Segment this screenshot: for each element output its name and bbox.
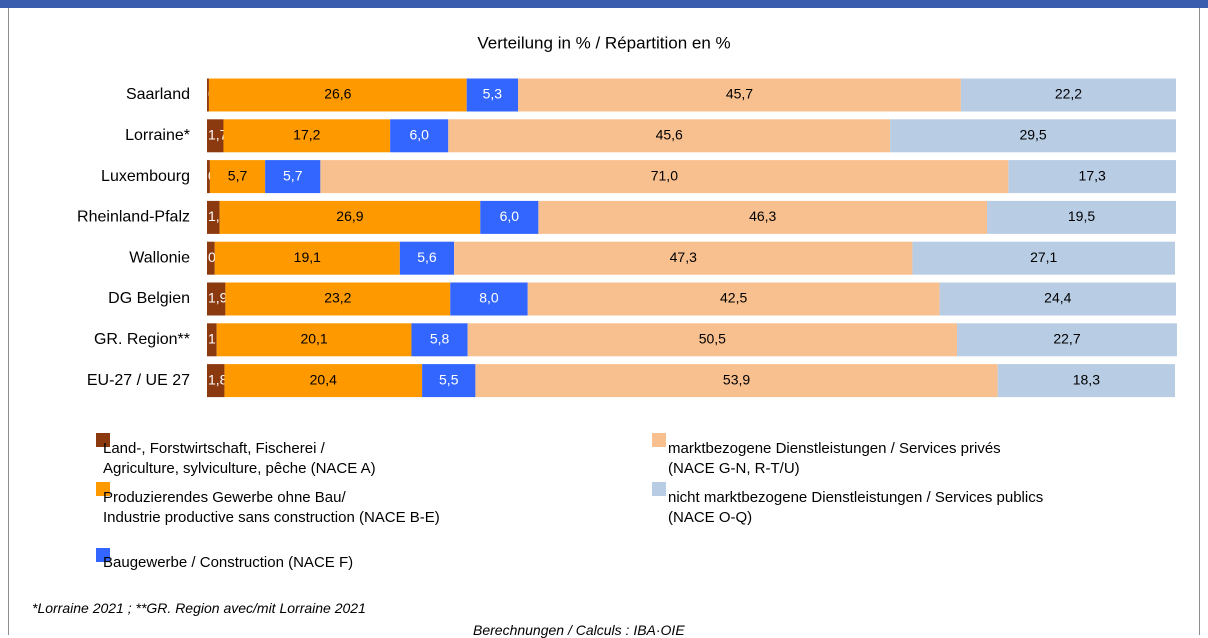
y-tick-label: DG Belgien <box>108 290 190 307</box>
bar-segment <box>224 364 423 398</box>
bar-segment <box>411 323 468 357</box>
bar-segment <box>225 282 451 316</box>
value-label: 47,3 <box>670 249 697 265</box>
legend-label: marktbezogene Dienstleistungen / Service… <box>668 440 1001 477</box>
y-tick-label: EU-27 / UE 27 <box>87 372 190 389</box>
value-label: 46,3 <box>749 208 776 224</box>
bar-segment <box>912 241 1176 275</box>
bar-segment <box>939 282 1176 316</box>
bar-segment <box>527 282 940 316</box>
legend-swatch <box>652 433 666 447</box>
bar-segment <box>1008 160 1176 194</box>
bar-segment <box>390 119 449 153</box>
bar-segment <box>320 160 1009 194</box>
bar-segment <box>890 119 1176 153</box>
bar-segment <box>450 282 528 316</box>
bar-segment <box>207 78 209 112</box>
legend-swatch <box>96 548 110 562</box>
bar-segment <box>216 323 412 357</box>
value-label: 27,1 <box>1030 249 1057 265</box>
bar-segment <box>209 160 266 194</box>
value-label: 53,9 <box>723 371 750 387</box>
y-tick-label: Saarland <box>126 86 190 103</box>
footnote: *Lorraine 2021 ; **GR. Region avec/mit L… <box>32 600 366 616</box>
bar-segment <box>207 200 220 234</box>
bar-segment <box>475 364 998 398</box>
bar-segment <box>207 323 217 357</box>
bar-segment <box>208 78 467 112</box>
value-label: 8,0 <box>479 290 499 306</box>
value-label: 1,8 <box>208 371 228 387</box>
source: Berechnungen / Calculs : IBA·OIE <box>473 622 685 638</box>
value-label: 5,3 <box>483 86 503 102</box>
bar-segment <box>207 160 210 194</box>
legend-label: nicht marktbezogene Dienstleistungen / S… <box>668 489 1044 526</box>
value-label: 6,0 <box>409 127 429 143</box>
bar-segment <box>219 200 481 234</box>
bar-segment <box>467 323 958 357</box>
value-label: 22,2 <box>1055 86 1082 102</box>
bar-segment <box>207 364 225 398</box>
y-tick-label: Lorraine* <box>125 127 190 144</box>
value-label: 45,7 <box>726 86 753 102</box>
legend-swatch <box>652 482 666 496</box>
bar-segment <box>207 282 226 316</box>
value-label: 1,7 <box>208 127 228 143</box>
bar-segment <box>480 200 539 234</box>
legend-label: Land-, Forstwirtschaft, Fischerei / Agri… <box>103 440 376 477</box>
bar-segment <box>448 119 891 153</box>
value-label: 45,6 <box>656 127 683 143</box>
y-tick-label: Rheinland-Pfalz <box>77 209 190 226</box>
legend-swatch <box>96 433 110 447</box>
value-label: 5,5 <box>439 371 459 387</box>
bar-segment <box>214 241 400 275</box>
value-label: 19,5 <box>1068 208 1095 224</box>
bar-segment <box>399 241 455 275</box>
value-label: 23,2 <box>324 290 351 306</box>
value-label: 18,3 <box>1073 371 1100 387</box>
value-label: 17,2 <box>293 127 320 143</box>
bar-segment <box>538 200 988 234</box>
bar-segment <box>960 78 1176 112</box>
bar-segment <box>997 364 1176 398</box>
value-label: 5,8 <box>430 331 450 347</box>
y-tick-label: Wallonie <box>129 249 190 266</box>
value-label: 6,0 <box>500 208 520 224</box>
bar-segment <box>957 323 1177 357</box>
value-label: 22,7 <box>1053 331 1080 347</box>
value-label: 50,5 <box>699 331 726 347</box>
value-label: 42,5 <box>720 290 747 306</box>
bar-segment <box>265 160 321 194</box>
legend-swatch <box>96 482 110 496</box>
value-label: 29,5 <box>1019 127 1046 143</box>
legend-label: Produzierendes Gewerbe ohne Bau/ Industr… <box>103 489 440 526</box>
value-label: 26,9 <box>336 208 363 224</box>
legend-label: Baugewerbe / Construction (NACE F) <box>103 554 354 571</box>
bar-segment <box>454 241 913 275</box>
value-label: 17,3 <box>1079 167 1106 183</box>
value-label: 5,7 <box>283 167 303 183</box>
value-label: 20,4 <box>310 371 337 387</box>
bar-segment <box>987 200 1176 234</box>
y-tick-label: Luxembourg <box>101 168 190 185</box>
chart-subtitle: Verteilung in % / Répartition en % <box>477 33 730 52</box>
bar-segment <box>466 78 519 112</box>
bar-segment <box>207 119 224 153</box>
value-label: 19,1 <box>294 249 321 265</box>
value-label: 5,7 <box>228 167 248 183</box>
bar-segment <box>207 241 215 275</box>
value-label: 24,4 <box>1044 290 1071 306</box>
value-label: 71,0 <box>651 167 678 183</box>
value-label: 5,6 <box>417 249 437 265</box>
bar-segment <box>223 119 391 153</box>
value-label: 20,1 <box>300 331 327 347</box>
value-label: 26,6 <box>324 86 351 102</box>
bar-segment <box>518 78 961 112</box>
value-label: 1,9 <box>208 290 228 306</box>
banner <box>0 0 1208 8</box>
bar-segment <box>422 364 476 398</box>
y-tick-label: GR. Region** <box>94 331 190 348</box>
